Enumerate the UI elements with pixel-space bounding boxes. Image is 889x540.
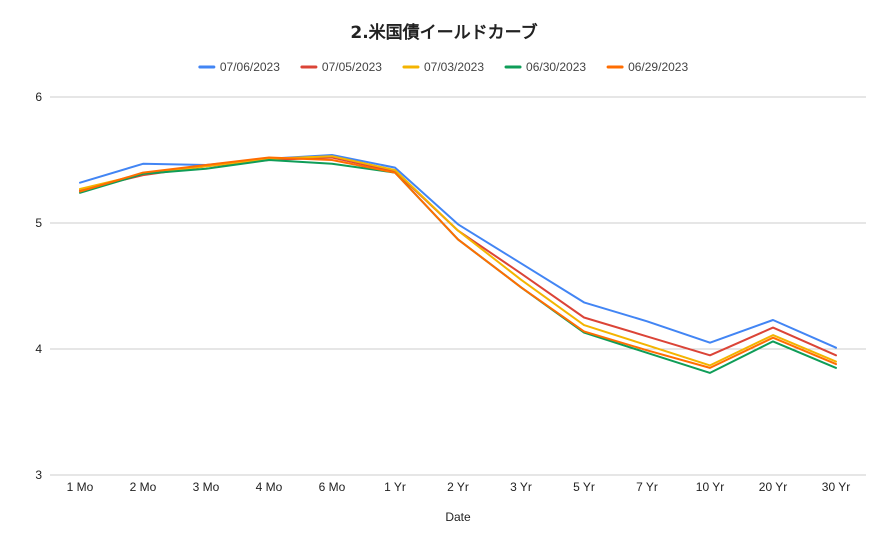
legend-label: 07/05/2023 bbox=[322, 60, 382, 74]
legend-item[interactable]: 07/03/2023 bbox=[402, 60, 484, 74]
x-tick-label: 10 Yr bbox=[696, 480, 724, 494]
series-line-06-29-2023 bbox=[79, 156, 837, 369]
chart-title: 2.米国債イールドカーブ bbox=[350, 22, 537, 43]
series-line-07-05-2023 bbox=[79, 156, 837, 357]
series-lines bbox=[79, 154, 837, 374]
x-tick-label: 7 Yr bbox=[636, 480, 658, 494]
y-tick-label: 4 bbox=[35, 342, 42, 356]
x-tick-label: 1 Yr bbox=[384, 480, 406, 494]
legend-item[interactable]: 06/30/2023 bbox=[504, 60, 586, 74]
y-axis: 3 4 5 6 bbox=[35, 90, 42, 482]
legend-item[interactable]: 07/05/2023 bbox=[300, 60, 382, 74]
legend-label: 06/30/2023 bbox=[526, 60, 586, 74]
y-tick-label: 6 bbox=[35, 90, 42, 104]
legend: 07/06/2023 07/05/2023 07/03/2023 06/30/2023… bbox=[198, 60, 688, 74]
x-axis: 1 Mo 2 Mo 3 Mo 4 Mo 6 Mo 1 Yr 2 Yr 3 Yr 5 Yr 7 Yr… bbox=[67, 480, 851, 494]
x-tick-label: 3 Mo bbox=[193, 480, 220, 494]
series-line-07-06-2023 bbox=[79, 154, 837, 349]
series-line-07-03-2023 bbox=[79, 155, 837, 367]
y-tick-label: 5 bbox=[35, 216, 42, 230]
x-tick-label: 2 Mo bbox=[130, 480, 157, 494]
x-tick-label: 30 Yr bbox=[822, 480, 850, 494]
legend-item[interactable]: 07/06/2023 bbox=[198, 60, 280, 74]
series-line-06-30-2023 bbox=[79, 159, 837, 374]
legend-label: 07/06/2023 bbox=[220, 60, 280, 74]
legend-item[interactable]: 06/29/2023 bbox=[606, 60, 688, 74]
x-axis-title: Date bbox=[445, 510, 471, 524]
x-tick-label: 2 Yr bbox=[447, 480, 469, 494]
legend-label: 06/29/2023 bbox=[628, 60, 688, 74]
legend-label: 07/03/2023 bbox=[424, 60, 484, 74]
x-tick-label: 4 Mo bbox=[256, 480, 283, 494]
x-tick-label: 20 Yr bbox=[759, 480, 787, 494]
x-tick-label: 3 Yr bbox=[510, 480, 532, 494]
x-tick-label: 5 Yr bbox=[573, 480, 595, 494]
gridlines bbox=[50, 96, 866, 476]
x-tick-label: 1 Mo bbox=[67, 480, 94, 494]
y-tick-label: 3 bbox=[35, 468, 42, 482]
x-tick-label: 6 Mo bbox=[319, 480, 346, 494]
